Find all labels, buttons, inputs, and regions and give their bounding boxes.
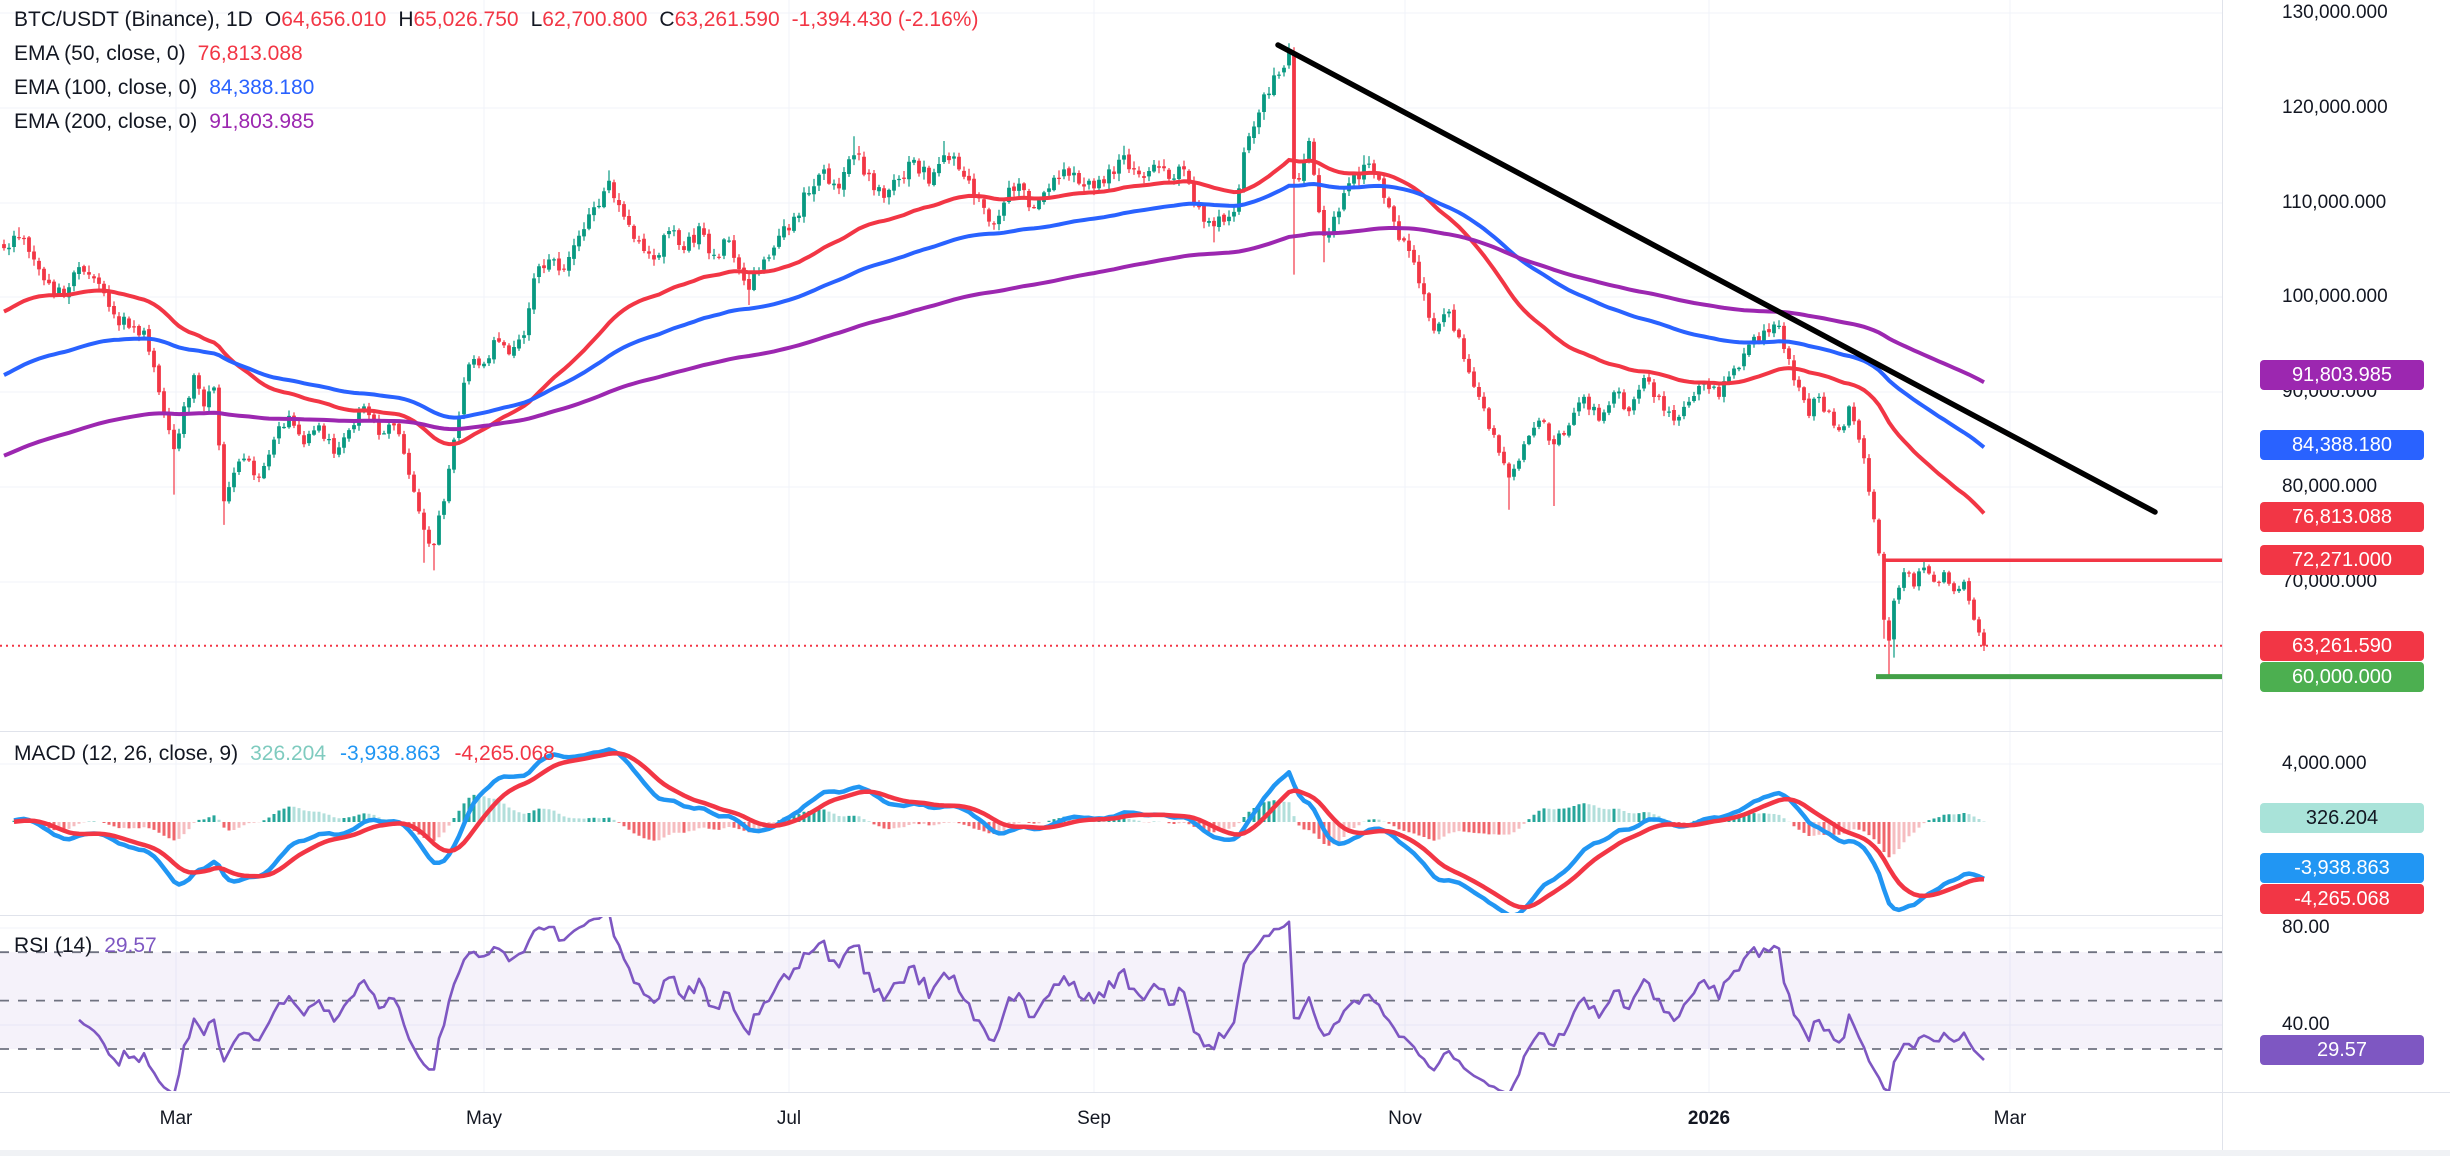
time-label: 2026 <box>1687 1108 1731 1129</box>
macd-line <box>13 747 1985 913</box>
macd-values: 326.204 -3,938.863 -4,265.068 <box>250 742 555 766</box>
ohlc-c: C63,261.590 <box>659 8 780 31</box>
time-label: May <box>466 1108 502 1129</box>
price-panel <box>0 42 2222 680</box>
macd-hist-pos-fall <box>27 795 1986 822</box>
symbol-title: BTC/USDT (Binance), 1D <box>14 8 253 31</box>
price-badge: -3,938.863 <box>2260 853 2424 883</box>
time-label: Mar <box>1993 1108 2027 1129</box>
price-badge: 60,000.000 <box>2260 662 2424 692</box>
time-label: Mar <box>159 1108 193 1129</box>
candle-wicks-up <box>8 43 1965 658</box>
rsi-line <box>78 917 1985 1091</box>
price-badge: 91,803.985 <box>2260 360 2424 390</box>
grid-vertical <box>175 0 2011 1092</box>
grid-horizontal <box>0 12 2222 1026</box>
ema200-line <box>3 226 1985 458</box>
macd-hist-pos-grow <box>12 794 1966 822</box>
bottom-strip <box>0 1150 2450 1156</box>
macd-label: MACD (12, 26, close, 9) <box>14 742 239 765</box>
symbol-legend-row[interactable]: BTC/USDT (Binance), 1D O64,656.010 H65,02… <box>14 8 978 32</box>
price-badge: 76,813.088 <box>2260 502 2424 532</box>
axis-tick: 130,000.000 <box>2282 2 2388 23</box>
macd-hist-neg-grow <box>57 822 1926 855</box>
ema-legend-row-3[interactable]: EMA (200, close, 0) 91,803.985 <box>14 110 315 133</box>
axis-tick: 70,000.000 <box>2282 571 2378 592</box>
ohlc-values: O64,656.010 H65,026.750 L62,700.800 C63,261… <box>265 8 780 32</box>
macd-signal-line <box>13 750 1985 910</box>
axis-tick: 80.00 <box>2282 917 2330 938</box>
time-label: Nov <box>1388 1108 1422 1129</box>
macd-panel <box>12 747 1986 913</box>
ohlc-o: O64,656.010 <box>264 8 387 31</box>
axis-tick: 100,000.000 <box>2282 286 2388 307</box>
price-badge: 84,388.180 <box>2260 430 2424 460</box>
macd-value-2: -4,265.068 <box>454 742 555 765</box>
ohlc-l: L62,700.800 <box>530 8 648 31</box>
time-label: Jul <box>776 1108 802 1129</box>
rsi-label: RSI (14) <box>14 934 93 957</box>
ema-legend-row-2[interactable]: EMA (100, close, 0) 84,388.180 <box>14 76 315 99</box>
rsi-value: 29.57 <box>104 934 157 957</box>
price-badge: 29.57 <box>2260 1035 2424 1065</box>
price-badge: 326.204 <box>2260 803 2424 833</box>
rsi-panel <box>0 917 2222 1091</box>
macd-value-0: 326.204 <box>250 742 327 765</box>
ema50-line <box>3 157 1986 515</box>
ohlc-h: H65,026.750 <box>398 8 519 31</box>
macd-value-1: -3,938.863 <box>340 742 441 765</box>
change-value: -1,394.430 (-2.16%) <box>791 8 979 31</box>
rsi-band <box>0 952 2222 1049</box>
price-badge: 63,261.590 <box>2260 631 2424 661</box>
candle-wicks-down <box>3 47 1985 678</box>
time-label: Sep <box>1077 1108 1111 1129</box>
ema-legend-row-1[interactable]: EMA (50, close, 0) 76,813.088 <box>14 42 303 65</box>
axis-tick: 80,000.000 <box>2282 476 2378 497</box>
axis-tick: 120,000.000 <box>2282 97 2388 118</box>
axis-tick: 4,000.000 <box>2282 753 2367 774</box>
panel-separators <box>0 731 2450 1093</box>
macd-legend-row[interactable]: MACD (12, 26, close, 9) 326.204 -3,938.86… <box>14 742 555 766</box>
downtrend-line <box>1275 42 2158 515</box>
axis-separator <box>2222 0 2223 1156</box>
axis-tick: 110,000.000 <box>2282 192 2387 213</box>
ema100-line <box>3 181 1986 449</box>
rsi-legend-row[interactable]: RSI (14) 29.57 <box>14 934 157 958</box>
candle-bodies-down <box>2 51 1986 646</box>
price-badge: -4,265.068 <box>2260 884 2424 914</box>
candle-bodies-up <box>7 52 1966 640</box>
axis-tick: 40.00 <box>2282 1014 2330 1035</box>
price-badge: 72,271.000 <box>2260 545 2424 575</box>
